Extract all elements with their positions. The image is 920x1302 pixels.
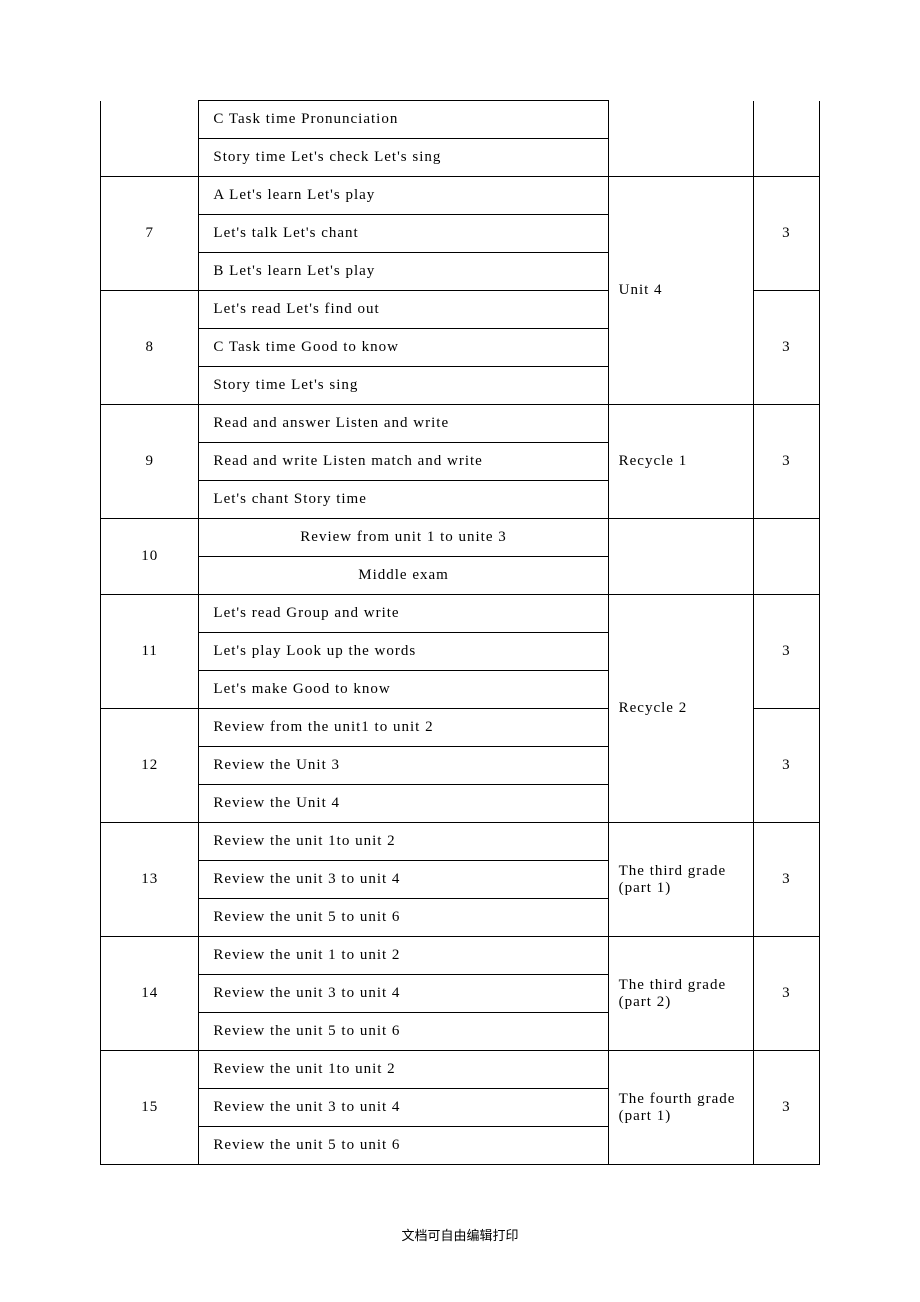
table-row: 13Review the unit 1to unit 2The third gr… bbox=[101, 823, 820, 861]
hours-cell: 3 bbox=[753, 595, 819, 709]
content-cell: Review the Unit 3 bbox=[199, 747, 608, 785]
content-cell: A Let's learn Let's play bbox=[199, 177, 608, 215]
hours-cell: 3 bbox=[753, 405, 819, 519]
content-cell: C Task time Good to know bbox=[199, 329, 608, 367]
week-cell: 14 bbox=[101, 937, 199, 1051]
table-row: 14Review the unit 1 to unit 2The third g… bbox=[101, 937, 820, 975]
hours-cell: 3 bbox=[753, 1051, 819, 1165]
content-cell: Review the unit 5 to unit 6 bbox=[199, 1127, 608, 1165]
hours-cell: 3 bbox=[753, 291, 819, 405]
week-cell: 12 bbox=[101, 709, 199, 823]
week-cell: 13 bbox=[101, 823, 199, 937]
content-cell: Review the unit 1to unit 2 bbox=[199, 1051, 608, 1089]
week-cell: 15 bbox=[101, 1051, 199, 1165]
table-row: 9Read and answer Listen and writeRecycle… bbox=[101, 405, 820, 443]
content-cell: Review the unit 5 to unit 6 bbox=[199, 1013, 608, 1051]
footer-text: 文档可自由编辑打印 bbox=[100, 1225, 820, 1244]
content-cell: Let's read Let's find out bbox=[199, 291, 608, 329]
content-cell: Let's talk Let's chant bbox=[199, 215, 608, 253]
content-cell: B Let's learn Let's play bbox=[199, 253, 608, 291]
content-cell: Middle exam bbox=[199, 557, 608, 595]
content-cell: Let's chant Story time bbox=[199, 481, 608, 519]
week-cell bbox=[101, 101, 199, 177]
unit-cell bbox=[608, 519, 753, 595]
content-cell: Review the unit 1to unit 2 bbox=[199, 823, 608, 861]
hours-cell bbox=[753, 101, 819, 177]
content-cell: Story time Let's sing bbox=[199, 367, 608, 405]
hours-cell: 3 bbox=[753, 823, 819, 937]
content-cell: Review the unit 1 to unit 2 bbox=[199, 937, 608, 975]
table-row: 7A Let's learn Let's playUnit 43 bbox=[101, 177, 820, 215]
document-page: C Task time Pronunciation Story time Let… bbox=[0, 0, 920, 1284]
hours-cell: 3 bbox=[753, 709, 819, 823]
week-cell: 8 bbox=[101, 291, 199, 405]
unit-cell: Recycle 2 bbox=[608, 595, 753, 823]
unit-cell: Unit 4 bbox=[608, 177, 753, 405]
table-row: 10Review from unit 1 to unite 3 bbox=[101, 519, 820, 557]
content-cell: Let's read Group and write bbox=[199, 595, 608, 633]
table-row: C Task time Pronunciation bbox=[101, 101, 820, 139]
unit-cell: Recycle 1 bbox=[608, 405, 753, 519]
unit-cell: The third grade (part 1) bbox=[608, 823, 753, 937]
content-cell: Review the unit 3 to unit 4 bbox=[199, 975, 608, 1013]
content-cell: Review the unit 3 to unit 4 bbox=[199, 1089, 608, 1127]
schedule-table: C Task time Pronunciation Story time Let… bbox=[100, 100, 820, 1165]
hours-cell bbox=[753, 519, 819, 595]
content-cell: Review from unit 1 to unite 3 bbox=[199, 519, 608, 557]
content-cell: Let's make Good to know bbox=[199, 671, 608, 709]
content-cell: Story time Let's check Let's sing bbox=[199, 139, 608, 177]
week-cell: 11 bbox=[101, 595, 199, 709]
week-cell: 9 bbox=[101, 405, 199, 519]
unit-cell bbox=[608, 101, 753, 177]
table-row: 11Let's read Group and writeRecycle 23 bbox=[101, 595, 820, 633]
unit-cell: The fourth grade (part 1) bbox=[608, 1051, 753, 1165]
table-row: 15Review the unit 1to unit 2The fourth g… bbox=[101, 1051, 820, 1089]
unit-cell: The third grade (part 2) bbox=[608, 937, 753, 1051]
content-cell: C Task time Pronunciation bbox=[199, 101, 608, 139]
content-cell: Review from the unit1 to unit 2 bbox=[199, 709, 608, 747]
week-cell: 10 bbox=[101, 519, 199, 595]
content-cell: Review the Unit 4 bbox=[199, 785, 608, 823]
week-cell: 7 bbox=[101, 177, 199, 291]
content-cell: Read and write Listen match and write bbox=[199, 443, 608, 481]
content-cell: Read and answer Listen and write bbox=[199, 405, 608, 443]
hours-cell: 3 bbox=[753, 177, 819, 291]
hours-cell: 3 bbox=[753, 937, 819, 1051]
content-cell: Review the unit 5 to unit 6 bbox=[199, 899, 608, 937]
content-cell: Review the unit 3 to unit 4 bbox=[199, 861, 608, 899]
content-cell: Let's play Look up the words bbox=[199, 633, 608, 671]
